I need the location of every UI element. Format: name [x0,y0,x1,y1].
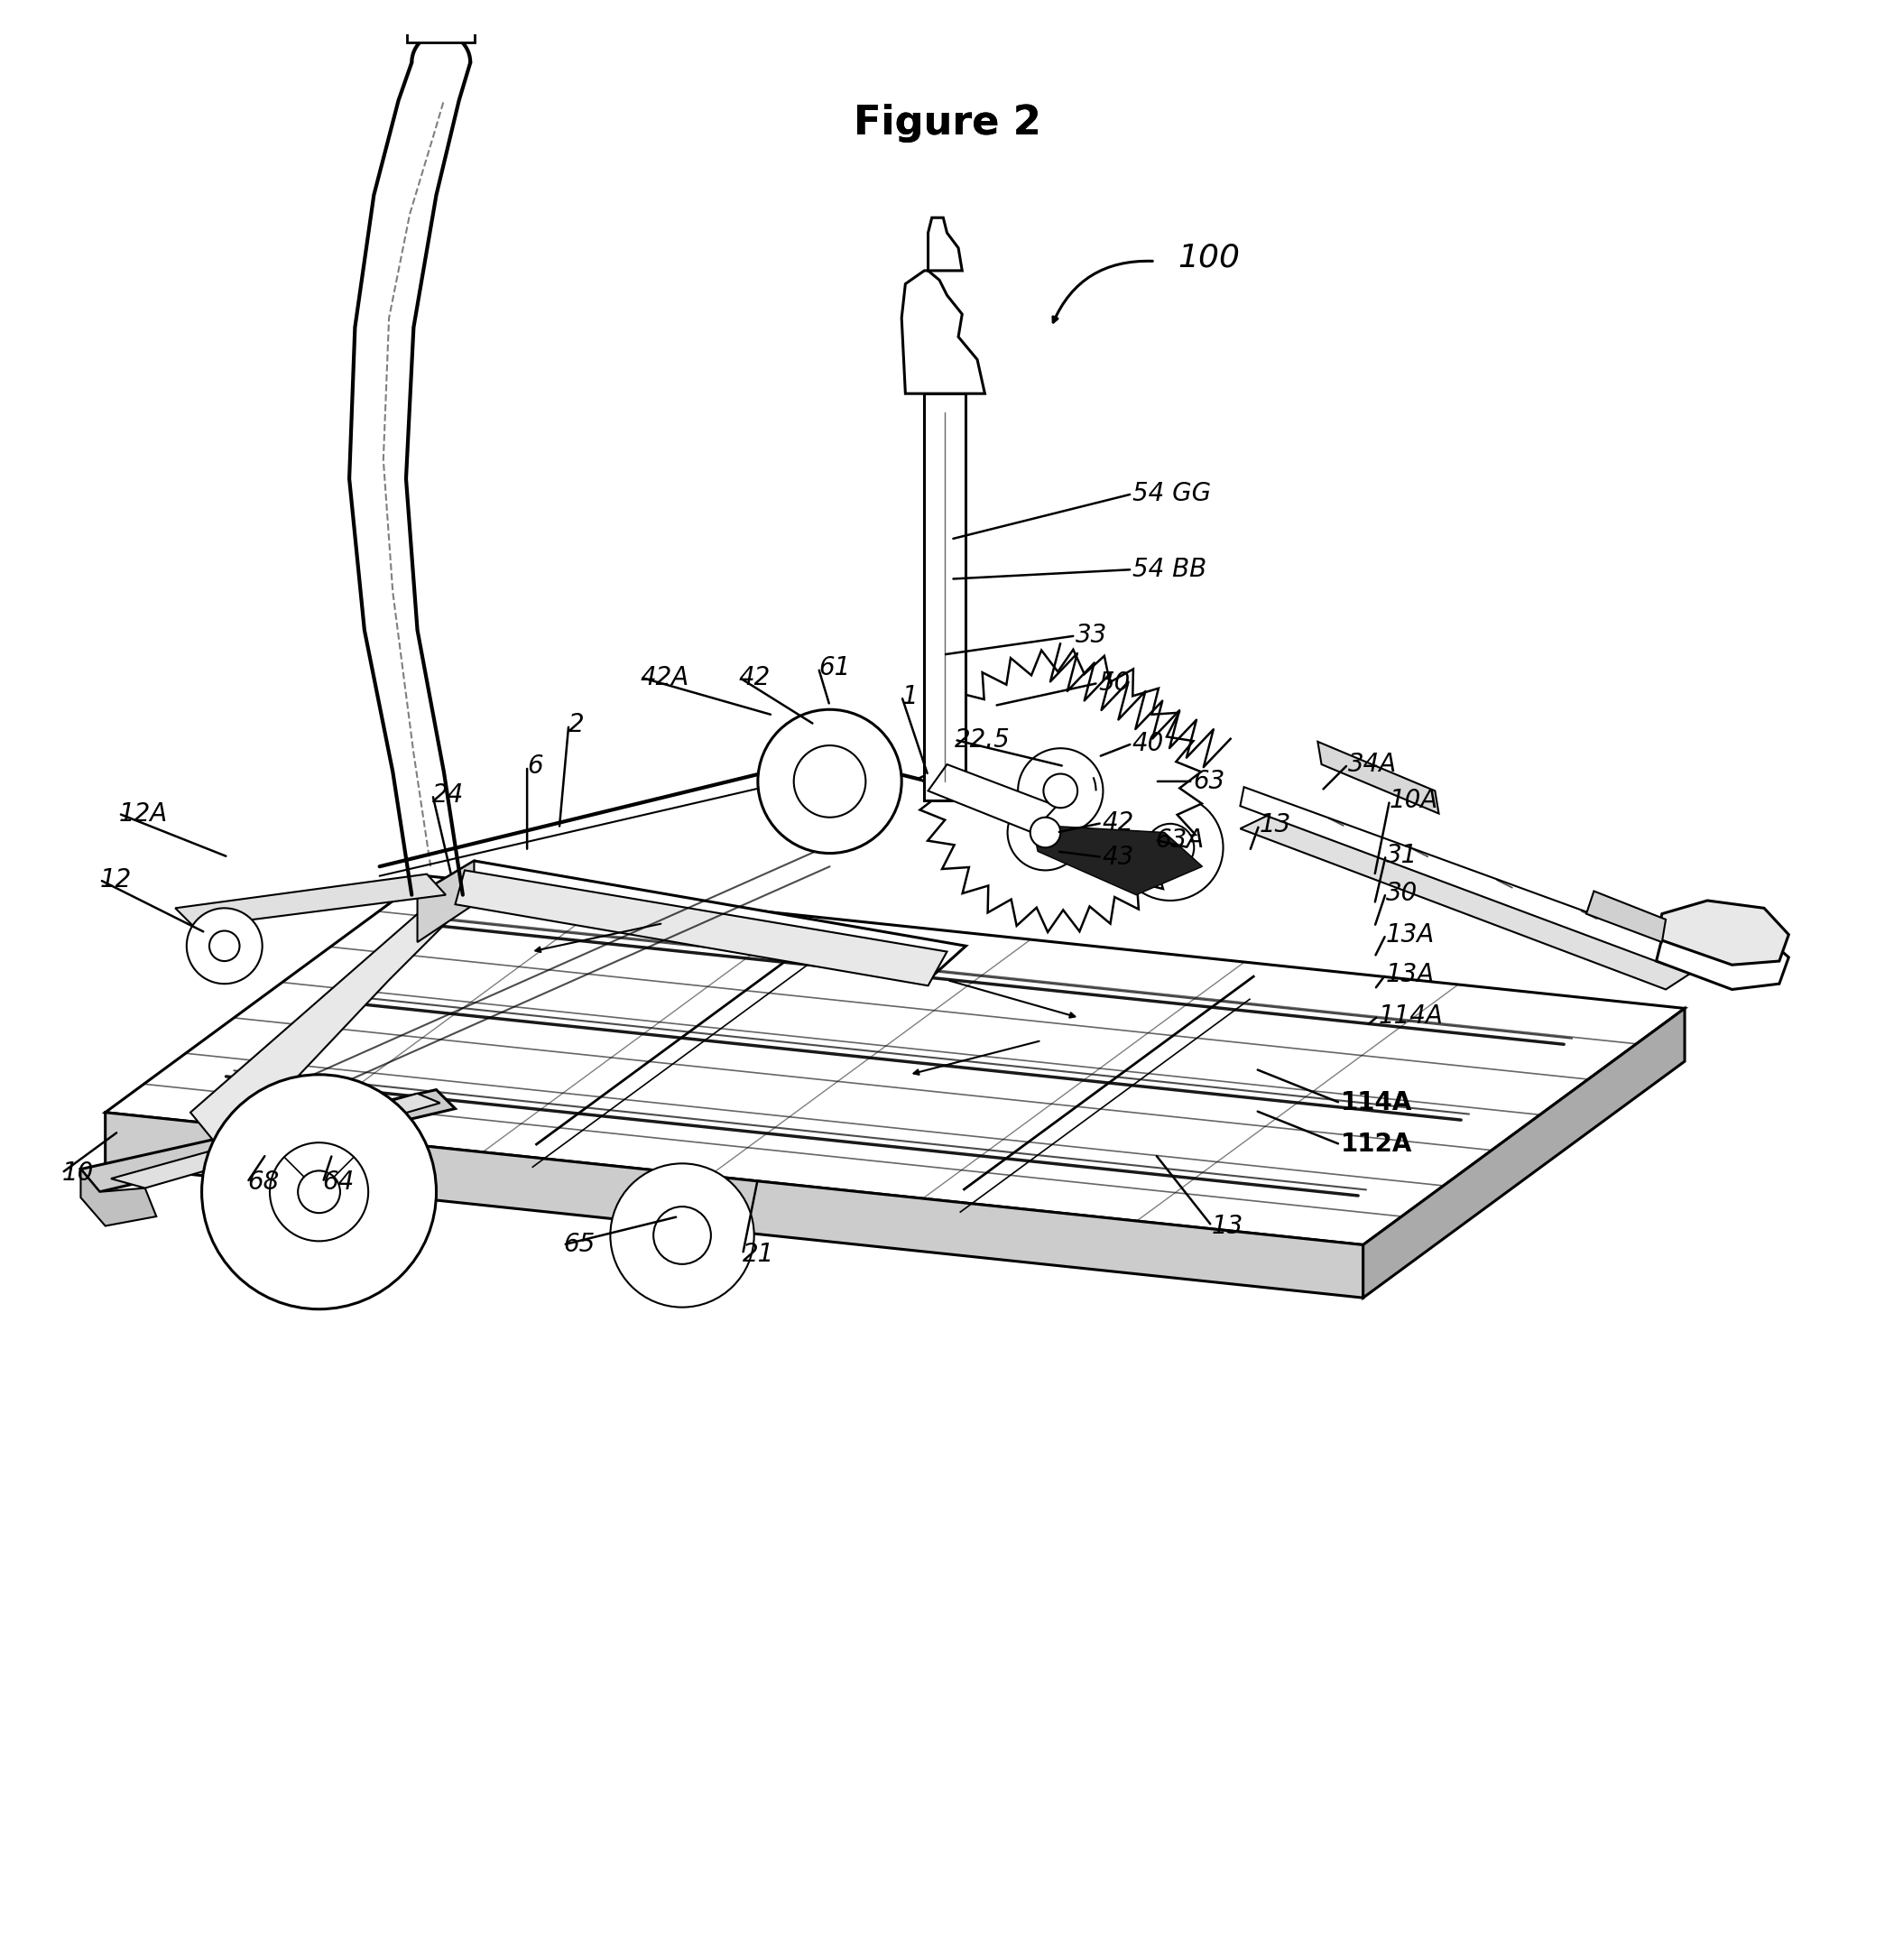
Circle shape [610,1164,754,1307]
Polygon shape [928,764,1057,833]
Text: Figure 2: Figure 2 [852,104,1042,143]
Polygon shape [1032,825,1203,896]
Text: 1: 1 [902,684,917,710]
Text: 112A: 112A [1341,1133,1413,1156]
Text: 13A: 13A [1386,962,1436,988]
Text: 34A: 34A [1349,753,1398,776]
Circle shape [794,745,866,817]
Text: 61: 61 [818,655,850,680]
Polygon shape [417,860,474,943]
Text: 33: 33 [1076,623,1108,649]
Text: 13: 13 [1260,811,1292,837]
Text: 12: 12 [100,866,131,892]
Circle shape [970,757,1121,907]
Text: 54 GG: 54 GG [1133,482,1210,506]
Polygon shape [1364,1007,1684,1298]
Circle shape [1017,749,1102,833]
Text: 2: 2 [568,711,585,737]
Circle shape [1117,794,1224,900]
Polygon shape [1241,788,1669,964]
Text: 10A: 10A [1390,788,1439,813]
Text: 13A: 13A [1386,921,1436,947]
Circle shape [210,931,239,960]
Text: 50: 50 [1099,670,1131,696]
Polygon shape [191,890,470,1154]
Text: 12A: 12A [119,802,167,827]
Text: 68: 68 [246,1170,278,1196]
Polygon shape [928,218,962,270]
Polygon shape [445,870,527,900]
Text: 42: 42 [739,664,771,690]
Text: 54 BB: 54 BB [1133,557,1206,582]
Circle shape [297,1170,341,1213]
Polygon shape [417,860,966,980]
Circle shape [269,1143,367,1241]
Polygon shape [81,1170,157,1225]
Text: 63A: 63A [1155,827,1205,853]
Polygon shape [1657,900,1788,964]
Polygon shape [106,1113,1364,1298]
Text: 21: 21 [742,1241,775,1266]
Text: 63: 63 [1193,768,1225,794]
Text: 13: 13 [1212,1213,1244,1239]
Circle shape [188,907,261,984]
Text: Figure 2: Figure 2 [852,104,1042,143]
Text: 31: 31 [1386,843,1417,868]
Text: 42: 42 [1102,809,1135,835]
Polygon shape [1657,923,1788,990]
Polygon shape [924,394,966,800]
Polygon shape [176,874,445,927]
Text: 10: 10 [63,1160,93,1186]
Text: 64: 64 [322,1170,354,1196]
Text: 100: 100 [1178,243,1241,272]
Circle shape [1146,823,1193,872]
Polygon shape [1241,806,1703,990]
Circle shape [758,710,902,853]
Circle shape [1044,774,1078,808]
Polygon shape [1587,892,1665,943]
Text: 24: 24 [432,782,464,808]
Text: 114A: 114A [1379,1004,1443,1029]
Polygon shape [1318,741,1439,813]
Text: 40: 40 [1133,731,1165,757]
Text: 6: 6 [527,753,544,778]
Polygon shape [106,876,1684,1245]
Polygon shape [919,649,1203,933]
Polygon shape [455,870,947,986]
Polygon shape [112,1094,439,1188]
Circle shape [1008,794,1083,870]
Text: 30: 30 [1386,880,1417,906]
Text: 22.5: 22.5 [955,727,1010,753]
Text: 114A: 114A [1341,1090,1413,1115]
Polygon shape [81,1090,455,1192]
Text: 65: 65 [563,1233,595,1258]
Circle shape [653,1207,710,1264]
Text: 43: 43 [1102,845,1135,870]
Bar [407,8,475,43]
Text: 42A: 42A [640,664,689,690]
Polygon shape [902,270,985,394]
Circle shape [1030,817,1061,847]
Circle shape [203,1074,436,1309]
